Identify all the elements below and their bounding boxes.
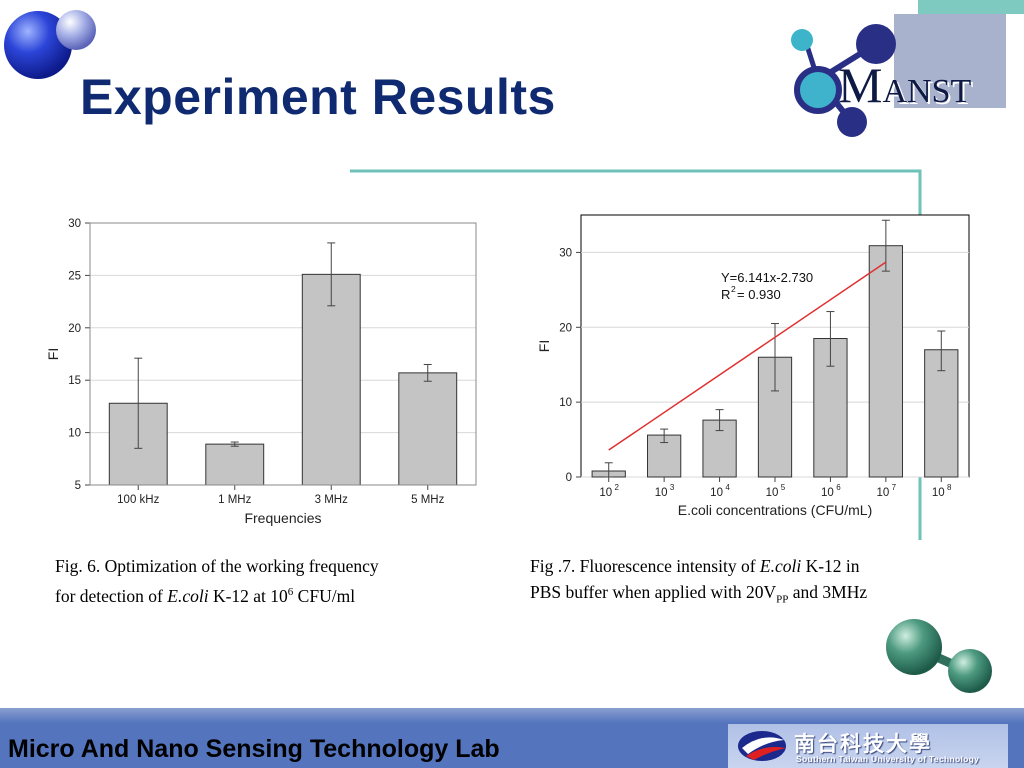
bar [868, 245, 903, 478]
fig6-chart: 5 10 15 20 25 30 100 kHz 1 MHz 3 MHz 5 MHz Frequen… [45, 218, 477, 526]
fig7-caption-line2: PBS buffer when applied with 20VPP and 3… [530, 582, 868, 606]
logo-accent-strip [918, 0, 1024, 14]
y-tick-label: 15 [68, 375, 81, 387]
x-tick-label: 10 [766, 487, 779, 499]
manst-logo-molecule [791, 24, 896, 137]
university-name-english: Southern Taiwan University of Technology [796, 754, 980, 764]
logo-teal-ring-icon [794, 66, 842, 114]
plot-border [89, 222, 477, 486]
y-axis-label: FI [45, 348, 61, 360]
x-tick-label: 10 [876, 487, 889, 499]
x-tick-exponent: 8 [947, 483, 952, 492]
green-ball-small-icon [948, 649, 992, 693]
fit-line [608, 261, 887, 451]
x-tick-label: 3 MHz [315, 494, 348, 506]
logo-teal-dot-icon [791, 29, 813, 51]
fig6-caption-line1: Fig. 6. Optimization of the working freq… [55, 556, 379, 576]
y-tick-label: 5 [75, 480, 81, 492]
logo-navy-dot-small-icon [837, 107, 867, 137]
fig6-caption: Fig. 6. Optimization of the working freq… [55, 553, 379, 609]
decorative-molecule [4, 10, 96, 79]
x-tick-label: 10 [932, 487, 945, 499]
x-tick-label: 100 kHz [117, 494, 159, 506]
x-tick-exponent: 4 [725, 483, 730, 492]
x-tick-label: 5 MHz [411, 494, 444, 506]
fig7-caption: Fig .7. Fluorescence intensity of E.coli… [530, 553, 867, 613]
footer-lab-name: Micro And Nano Sensing Technology Lab [8, 735, 500, 763]
x-tick-exponent: 6 [836, 483, 841, 492]
y-tick-label: 0 [566, 472, 572, 484]
x-axis-label: E.coli concentrations (CFU/mL) [678, 502, 873, 518]
x-tick-exponent: 7 [892, 483, 897, 492]
y-tick-label: 20 [559, 322, 572, 334]
x-tick-label: 10 [710, 487, 723, 499]
x-tick-label: 1 MHz [218, 494, 251, 506]
blue-ball-icon [4, 11, 72, 79]
fig7-caption-line1: Fig .7. Fluorescence intensity of E.coli… [530, 556, 860, 576]
y-tick-label: 30 [559, 247, 572, 259]
y-axis-label: FI [536, 340, 552, 352]
x-axis-label: Frequencies [244, 510, 321, 526]
x-tick-label: 10 [599, 487, 612, 499]
fit-r2-value: = 0.930 [737, 287, 781, 302]
lavender-ball-icon [56, 10, 96, 50]
fit-equation: Y=6.141x-2.730 [721, 270, 813, 285]
y-tick-label: 30 [68, 218, 81, 230]
bar [205, 443, 265, 486]
x-tick-exponent: 3 [670, 483, 675, 492]
logo-navy-dot-icon [856, 24, 896, 64]
university-emblem-icon [738, 731, 786, 761]
bar [301, 273, 361, 486]
bar [398, 372, 458, 486]
x-tick-exponent: 5 [781, 483, 786, 492]
y-tick-label: 25 [68, 270, 81, 282]
x-tick-label: 10 [655, 487, 668, 499]
university-name-chinese: 南台科技大學 [794, 733, 932, 756]
manst-logo-text: MANST [838, 57, 972, 113]
green-ball-large-icon [886, 619, 942, 675]
decorative-green-molecule [886, 619, 992, 693]
x-tick-exponent: 2 [614, 483, 619, 492]
logo-background [894, 14, 1006, 108]
fig6-caption-line2: for detection of E.coli K-12 at 106 CFU/… [55, 585, 356, 606]
y-tick-label: 10 [68, 428, 81, 440]
x-tick-label: 10 [821, 487, 834, 499]
y-tick-label: 10 [559, 397, 572, 409]
fit-r2: R [721, 287, 730, 302]
y-tick-label: 20 [68, 323, 81, 335]
fit-r2-exponent: 2 [731, 284, 736, 294]
page-title: Experiment Results [80, 69, 556, 125]
